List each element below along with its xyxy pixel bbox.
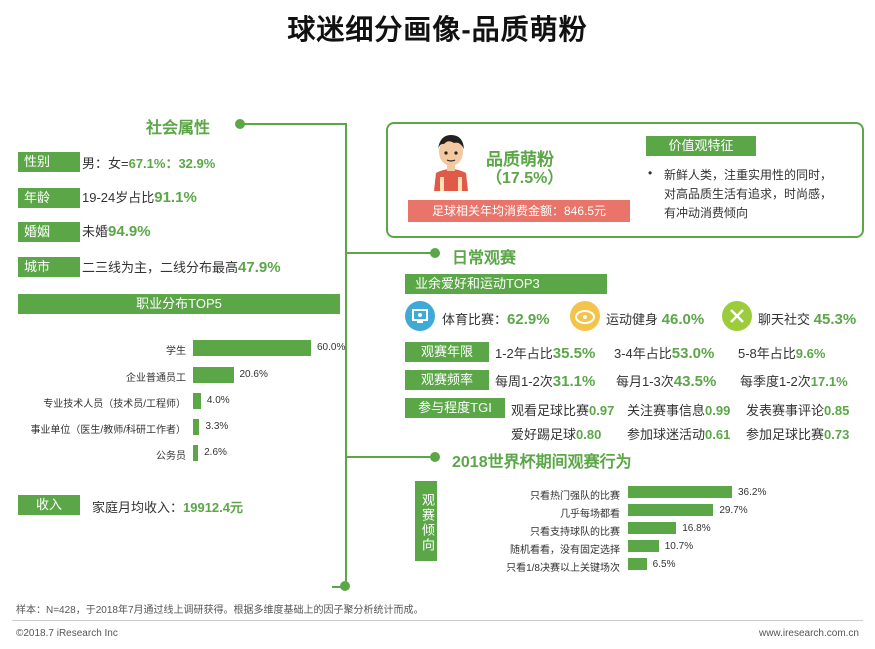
values-title: 价值观特征	[646, 136, 756, 156]
connector-dot-daily	[430, 248, 440, 258]
profile-percent: （17.5%）	[486, 170, 564, 187]
row-tag-frequency: 观赛频率	[405, 370, 489, 390]
occupation-bar-1	[193, 367, 234, 383]
worldcup-label-2: 只看支持球队的比赛	[530, 527, 620, 538]
attr-tag-gender: 性别	[18, 152, 80, 172]
connector-worldcup	[345, 456, 435, 458]
daily-section-title: 日常观赛	[452, 250, 517, 267]
occupation-value-0: 60.0%	[317, 342, 346, 353]
fitness-icon	[570, 301, 600, 331]
chat-icon	[722, 301, 752, 331]
tgi-item-3: 爱好踢足球0.80	[511, 427, 602, 442]
monitor-icon	[405, 301, 435, 331]
income-value: 家庭月均收入：19912.4元	[92, 500, 244, 515]
worldcup-bar-1	[628, 504, 714, 516]
attr-tag-city: 城市	[18, 257, 80, 277]
row-tag-tgi: 参与程度TGI	[405, 398, 505, 418]
values-text: 新鲜人类，注重实用性的同时， 对高品质生活有追求，时尚感， 有冲动消费倾向	[664, 166, 832, 223]
values-line-2: 对高品质生活有追求，时尚感，	[664, 187, 833, 201]
worldcup-bar-4	[628, 558, 647, 570]
freq-item-1: 每月1-3次43.5%	[616, 373, 717, 390]
tgi-item-1: 关注赛事信息0.99	[627, 403, 731, 418]
hobby-0: 体育比赛：62.9%	[442, 311, 550, 328]
occupation-label-0: 学生	[166, 346, 186, 357]
avatar	[434, 135, 468, 191]
worldcup-section-title: 2018世界杯期间观赛行为	[452, 454, 632, 471]
attr-value-marriage: 未婚94.9%	[82, 223, 151, 240]
profile-name: 品质萌粉	[486, 150, 554, 169]
worldcup-label-3: 随机看看，没有固定选择	[510, 545, 620, 556]
hobby-1: 运动健身 46.0%	[606, 311, 705, 328]
attr-value-gender: 男：女=67.1%：32.9%	[82, 156, 216, 171]
social-section-title: 社会属性	[146, 120, 211, 137]
connector-top	[240, 123, 347, 125]
attr-tag-marriage: 婚姻	[18, 222, 80, 242]
occupation-bar-2	[193, 393, 201, 409]
page-title: 球迷细分画像-品质萌粉	[287, 14, 588, 45]
worldcup-value-2: 16.8%	[682, 523, 711, 534]
worldcup-value-0: 36.2%	[738, 487, 767, 498]
occupation-value-1: 20.6%	[239, 369, 268, 380]
worldcup-label-1: 几乎每场都看	[560, 509, 620, 520]
worldcup-value-3: 10.7%	[664, 541, 694, 552]
worldcup-value-1: 29.7%	[719, 505, 748, 516]
years-item-0: 1-2年占比35.5%	[495, 345, 596, 362]
years-item-1: 3-4年占比53.0%	[614, 345, 715, 362]
footer-note: 样本：N=428，于2018年7月通过线上调研获得。根据多维度基础上的因子聚分析…	[16, 605, 424, 616]
profile-card	[386, 122, 864, 238]
values-bullet: •	[648, 166, 653, 180]
worldcup-label-0: 只看热门强队的比赛	[530, 491, 620, 502]
connector-dot-bottom	[340, 581, 350, 591]
occupation-title: 职业分布TOP5	[18, 294, 340, 314]
worldcup-bar-2	[628, 522, 677, 534]
occupation-value-4: 2.6%	[204, 447, 227, 458]
occupation-value-2: 4.0%	[206, 395, 230, 406]
freq-item-0: 每周1-2次31.1%	[495, 373, 596, 390]
tgi-item-4: 参加球迷活动0.61	[627, 427, 731, 442]
tgi-item-2: 发表赛事评论0.85	[746, 403, 850, 418]
footer-site: www.iresearch.com.cn	[758, 628, 859, 639]
years-item-2: 5-8年占比9.6%	[738, 346, 826, 361]
connector-dot-worldcup	[430, 452, 440, 462]
connector-dot-social	[235, 119, 245, 129]
income-tag: 收入	[18, 495, 80, 515]
worldcup-bar-0	[628, 486, 732, 498]
connector-bottom	[332, 586, 347, 588]
worldcup-label-4: 只看1/8决赛以上关键场次	[506, 563, 620, 574]
occupation-bar-4	[193, 445, 199, 461]
occupation-label-2: 专业技术人员（技术员/工程师）	[43, 399, 186, 410]
occupation-bar-3	[193, 419, 200, 435]
attr-value-age: 19-24岁占比91.1%	[82, 189, 197, 206]
occupation-value-3: 3.3%	[205, 421, 229, 432]
hobby-2: 聊天社交 45.3%	[758, 311, 857, 328]
worldcup-side-tag: 观赛倾向	[415, 481, 437, 561]
profile-spend-badge: 足球相关年均消费金额：846.5元	[408, 200, 630, 222]
occupation-bar-0	[193, 340, 311, 356]
attr-tag-age: 年龄	[18, 188, 80, 208]
worldcup-bar-3	[628, 540, 659, 552]
footer-divider	[12, 620, 863, 621]
main-connector-line	[345, 124, 347, 586]
connector-daily	[345, 252, 435, 254]
values-line-3: 有冲动消费倾向	[664, 206, 749, 220]
footer-copyright: ©2018.7 iResearch Inc	[16, 628, 118, 639]
tgi-item-5: 参加足球比赛0.73	[746, 427, 850, 442]
occupation-label-3: 事业单位（医生/教师/科研工作者）	[30, 425, 186, 436]
worldcup-value-4: 6.5%	[652, 559, 676, 570]
row-tag-years: 观赛年限	[405, 342, 489, 362]
values-line-1: 新鲜人类，注重实用性的同时，	[664, 168, 833, 182]
occupation-label-4: 公务员	[156, 451, 186, 462]
occupation-label-1: 企业普通员工	[126, 373, 186, 384]
attr-value-city: 二三线为主，二线分布最高47.9%	[82, 259, 281, 276]
freq-item-2: 每季度1-2次17.1%	[740, 374, 848, 389]
hobby-title: 业余爱好和运动TOP3	[405, 274, 607, 294]
tgi-item-0: 观看足球比赛0.97	[511, 403, 615, 418]
